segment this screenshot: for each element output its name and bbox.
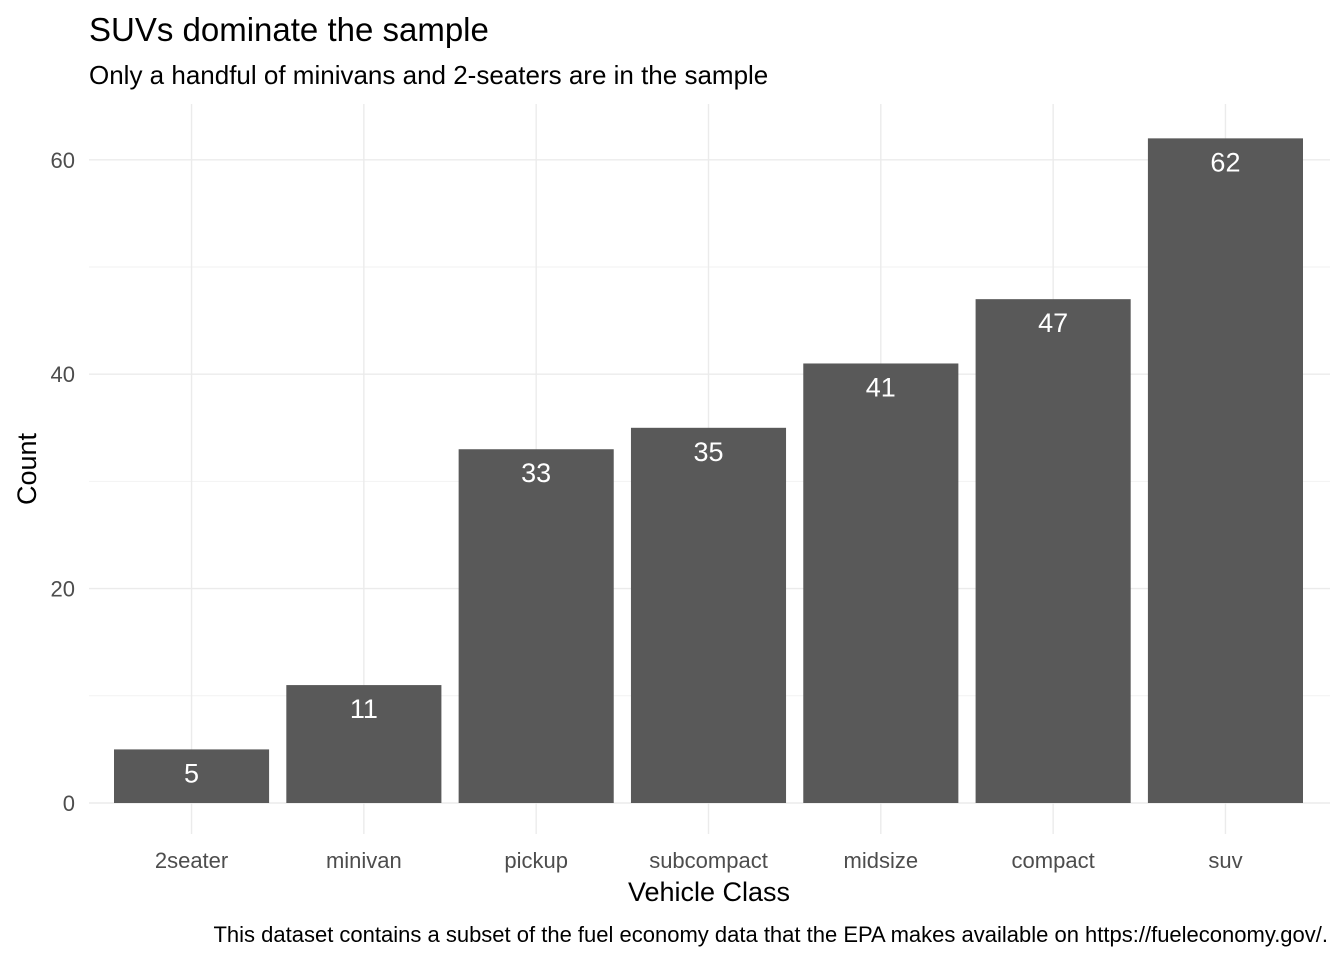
x-axis-ticks: 2seater minivan pickup subcompact midsize com… bbox=[155, 848, 1243, 873]
x-tick-label: midsize bbox=[844, 848, 919, 873]
chart-subtitle: Only a handful of minivans and 2-seaters… bbox=[89, 60, 768, 90]
bar bbox=[1147, 138, 1303, 804]
bar bbox=[975, 299, 1131, 803]
x-tick-label: 2seater bbox=[155, 848, 228, 873]
x-tick-label: compact bbox=[1012, 848, 1095, 873]
bar-value-label: 33 bbox=[521, 458, 551, 488]
bar bbox=[803, 363, 959, 803]
y-axis-title: Count bbox=[12, 432, 42, 505]
chart-title: SUVs dominate the sample bbox=[89, 11, 489, 48]
y-tick-label: 20 bbox=[51, 577, 75, 602]
bar bbox=[286, 685, 442, 803]
bar bbox=[114, 749, 270, 803]
x-tick-label: suv bbox=[1208, 848, 1242, 873]
bar bbox=[630, 427, 787, 803]
bar bbox=[458, 449, 614, 803]
y-tick-label: 60 bbox=[51, 148, 75, 173]
bar-value-label: 5 bbox=[184, 758, 199, 788]
bar-value-label: 35 bbox=[693, 437, 723, 467]
x-tick-label: minivan bbox=[326, 848, 402, 873]
chart-caption: This dataset contains a subset of the fu… bbox=[213, 922, 1328, 947]
x-tick-label: pickup bbox=[504, 848, 568, 873]
x-axis-title: Vehicle Class bbox=[628, 877, 790, 907]
y-axis-ticks: 0 20 40 60 bbox=[51, 148, 75, 816]
y-tick-label: 40 bbox=[51, 362, 75, 387]
x-tick-label: subcompact bbox=[649, 848, 768, 873]
bar-value-label: 62 bbox=[1210, 147, 1240, 177]
bar-value-label: 11 bbox=[350, 694, 378, 724]
bar-value-label: 41 bbox=[866, 372, 896, 402]
bar-value-label: 47 bbox=[1038, 308, 1068, 338]
bar-value-labels: 5 11 33 35 41 47 62 bbox=[184, 147, 1240, 788]
bars bbox=[114, 138, 1303, 804]
y-tick-label: 0 bbox=[63, 791, 75, 816]
